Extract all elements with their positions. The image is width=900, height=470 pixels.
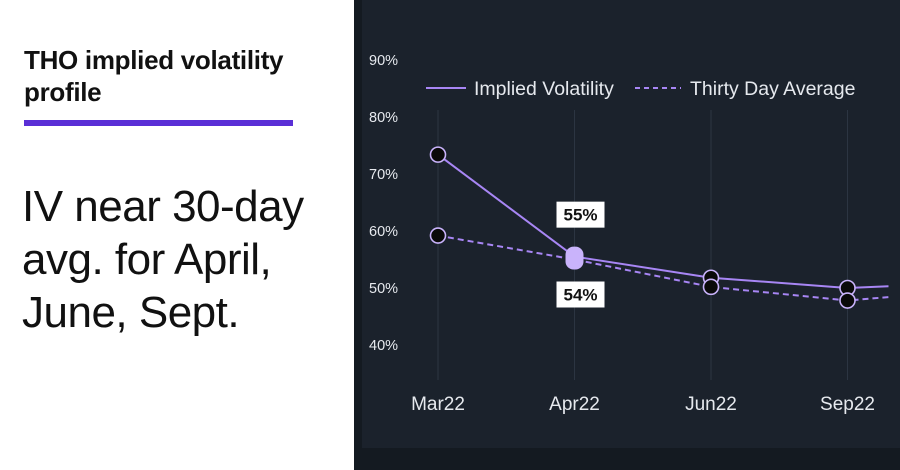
x-tick-label: Sep22 xyxy=(820,394,875,415)
headline: THO implied volatility profile xyxy=(24,45,284,107)
grid-layer xyxy=(437,110,848,380)
data-point-thirty-day-average-sep22 xyxy=(839,292,856,309)
annotation-box xyxy=(556,281,605,308)
data-point-thirty-day-average-apr22 xyxy=(565,249,584,270)
annotation-text: 55% xyxy=(563,206,597,225)
text-panel: THO implied volatility profile IV near 3… xyxy=(0,0,354,470)
x-tick-label: Jun22 xyxy=(685,394,737,415)
x-axis-ticks: Mar22 Apr22 Jun22 Sep22 xyxy=(411,394,875,415)
accent-bar xyxy=(24,120,293,126)
plot-area xyxy=(362,0,900,448)
subhead: IV near 30-day avg. for April, June, Sep… xyxy=(22,182,304,337)
annotation-label: 55% xyxy=(556,201,605,228)
y-tick-label: 70% xyxy=(369,167,398,183)
legend-label-thirty-day-average: Thirty Day Average xyxy=(690,78,855,100)
annotation-text: 54% xyxy=(563,286,597,305)
series-line-thirty-day-average xyxy=(437,234,889,302)
chart-panel xyxy=(354,0,900,470)
series-line-implied-volatility xyxy=(437,153,889,290)
y-tick-label: 60% xyxy=(369,224,398,240)
series-layer xyxy=(429,146,889,309)
y-tick-label: 40% xyxy=(369,338,398,354)
data-point-thirty-day-average-mar22 xyxy=(429,227,447,244)
annotation-label: 54% xyxy=(556,281,605,308)
data-point-thirty-day-average-jun22 xyxy=(702,278,720,296)
y-tick-label: 90% xyxy=(369,53,398,69)
legend: Implied Volatility Thirty Day Average xyxy=(426,78,855,100)
y-axis-ticks: 40% 50% 60% 70% 80% 90% xyxy=(369,53,398,354)
annotation-layer: 55% 54% xyxy=(556,201,605,308)
x-tick-label: Apr22 xyxy=(549,394,600,415)
legend-label-implied-volatility: Implied Volatility xyxy=(474,78,614,100)
data-point-implied-volatility-mar22 xyxy=(429,146,447,163)
x-tick-label: Mar22 xyxy=(411,394,465,415)
y-tick-label: 80% xyxy=(369,110,398,126)
y-tick-label: 50% xyxy=(369,281,398,297)
annotation-box xyxy=(556,201,605,228)
